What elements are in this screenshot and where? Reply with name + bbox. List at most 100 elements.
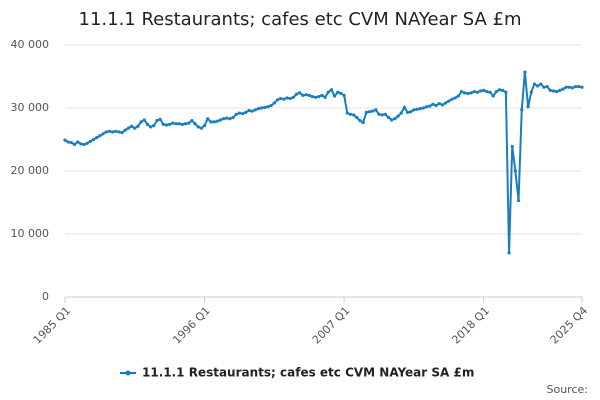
point xyxy=(164,123,169,127)
point xyxy=(190,119,194,123)
point xyxy=(434,103,438,108)
point xyxy=(444,101,448,105)
point xyxy=(250,109,254,113)
point xyxy=(107,129,112,133)
point xyxy=(421,106,426,110)
source: Source: xyxy=(547,383,589,396)
point xyxy=(564,85,568,89)
x-tick-label: 1985 Q1 xyxy=(31,304,74,347)
point xyxy=(180,122,184,126)
point xyxy=(555,90,559,94)
chart-title: 11.1.1 Restaurants; cafes etc CVM NAYear… xyxy=(79,9,522,30)
point xyxy=(183,122,188,126)
point xyxy=(478,89,483,93)
point xyxy=(393,117,397,121)
point xyxy=(298,91,302,95)
point xyxy=(383,112,387,116)
point xyxy=(317,95,321,99)
point xyxy=(513,169,517,173)
point xyxy=(218,118,223,122)
point xyxy=(215,119,219,123)
point xyxy=(196,125,200,129)
point xyxy=(348,112,353,116)
point xyxy=(507,251,511,255)
point xyxy=(412,108,416,112)
point xyxy=(377,112,381,116)
point xyxy=(494,90,498,94)
point xyxy=(380,113,384,117)
point xyxy=(114,129,118,133)
point xyxy=(323,95,327,99)
y-tick-label: 30 000 xyxy=(11,101,50,114)
point xyxy=(76,140,80,144)
point xyxy=(69,141,73,145)
point xyxy=(120,130,124,135)
point xyxy=(260,106,264,110)
point xyxy=(355,115,359,120)
point xyxy=(345,111,349,115)
point xyxy=(123,128,127,132)
point xyxy=(390,118,394,122)
point xyxy=(548,88,552,92)
point xyxy=(98,134,102,138)
point xyxy=(339,91,343,96)
point xyxy=(142,118,146,122)
x-tick-label: 2025 Q4 xyxy=(548,304,591,347)
point xyxy=(149,125,153,129)
point xyxy=(241,112,245,116)
point xyxy=(209,120,213,124)
point xyxy=(79,142,83,146)
y-tick-label: 10 000 xyxy=(11,227,50,240)
point xyxy=(174,122,178,126)
point xyxy=(307,93,311,97)
point xyxy=(234,112,238,116)
point xyxy=(361,120,365,125)
point xyxy=(367,110,372,114)
point xyxy=(155,119,159,123)
y-tick-label: 40 000 xyxy=(11,38,50,51)
point xyxy=(532,82,537,86)
point xyxy=(516,199,521,203)
point xyxy=(171,121,175,125)
point xyxy=(418,107,422,111)
point xyxy=(371,109,375,113)
point xyxy=(342,93,346,97)
point xyxy=(126,126,131,130)
point xyxy=(310,95,314,99)
point xyxy=(437,101,441,106)
point xyxy=(405,110,410,115)
point xyxy=(202,124,207,128)
point xyxy=(428,104,432,108)
y-tick-label: 0 xyxy=(42,290,49,303)
point xyxy=(139,120,143,124)
point xyxy=(288,96,292,101)
point xyxy=(152,124,156,128)
point xyxy=(580,85,584,89)
point xyxy=(158,117,162,121)
y-tick-label: 20 000 xyxy=(11,164,50,177)
point xyxy=(320,93,324,97)
x-tick-label: 2018 Q1 xyxy=(449,304,492,347)
point xyxy=(352,113,356,117)
point xyxy=(313,95,318,99)
point xyxy=(326,90,330,94)
point xyxy=(535,84,540,88)
x-tick-label: 2007 Q1 xyxy=(310,304,353,347)
point xyxy=(272,101,276,105)
point xyxy=(225,116,229,120)
point xyxy=(231,115,235,120)
point xyxy=(466,91,470,96)
point xyxy=(187,121,191,125)
point xyxy=(294,92,299,96)
point xyxy=(212,120,216,124)
point xyxy=(364,110,368,115)
point xyxy=(63,138,67,142)
point xyxy=(374,108,378,112)
point xyxy=(161,122,165,126)
point xyxy=(431,102,435,106)
point xyxy=(520,108,524,112)
point xyxy=(228,117,232,121)
point xyxy=(301,93,305,97)
